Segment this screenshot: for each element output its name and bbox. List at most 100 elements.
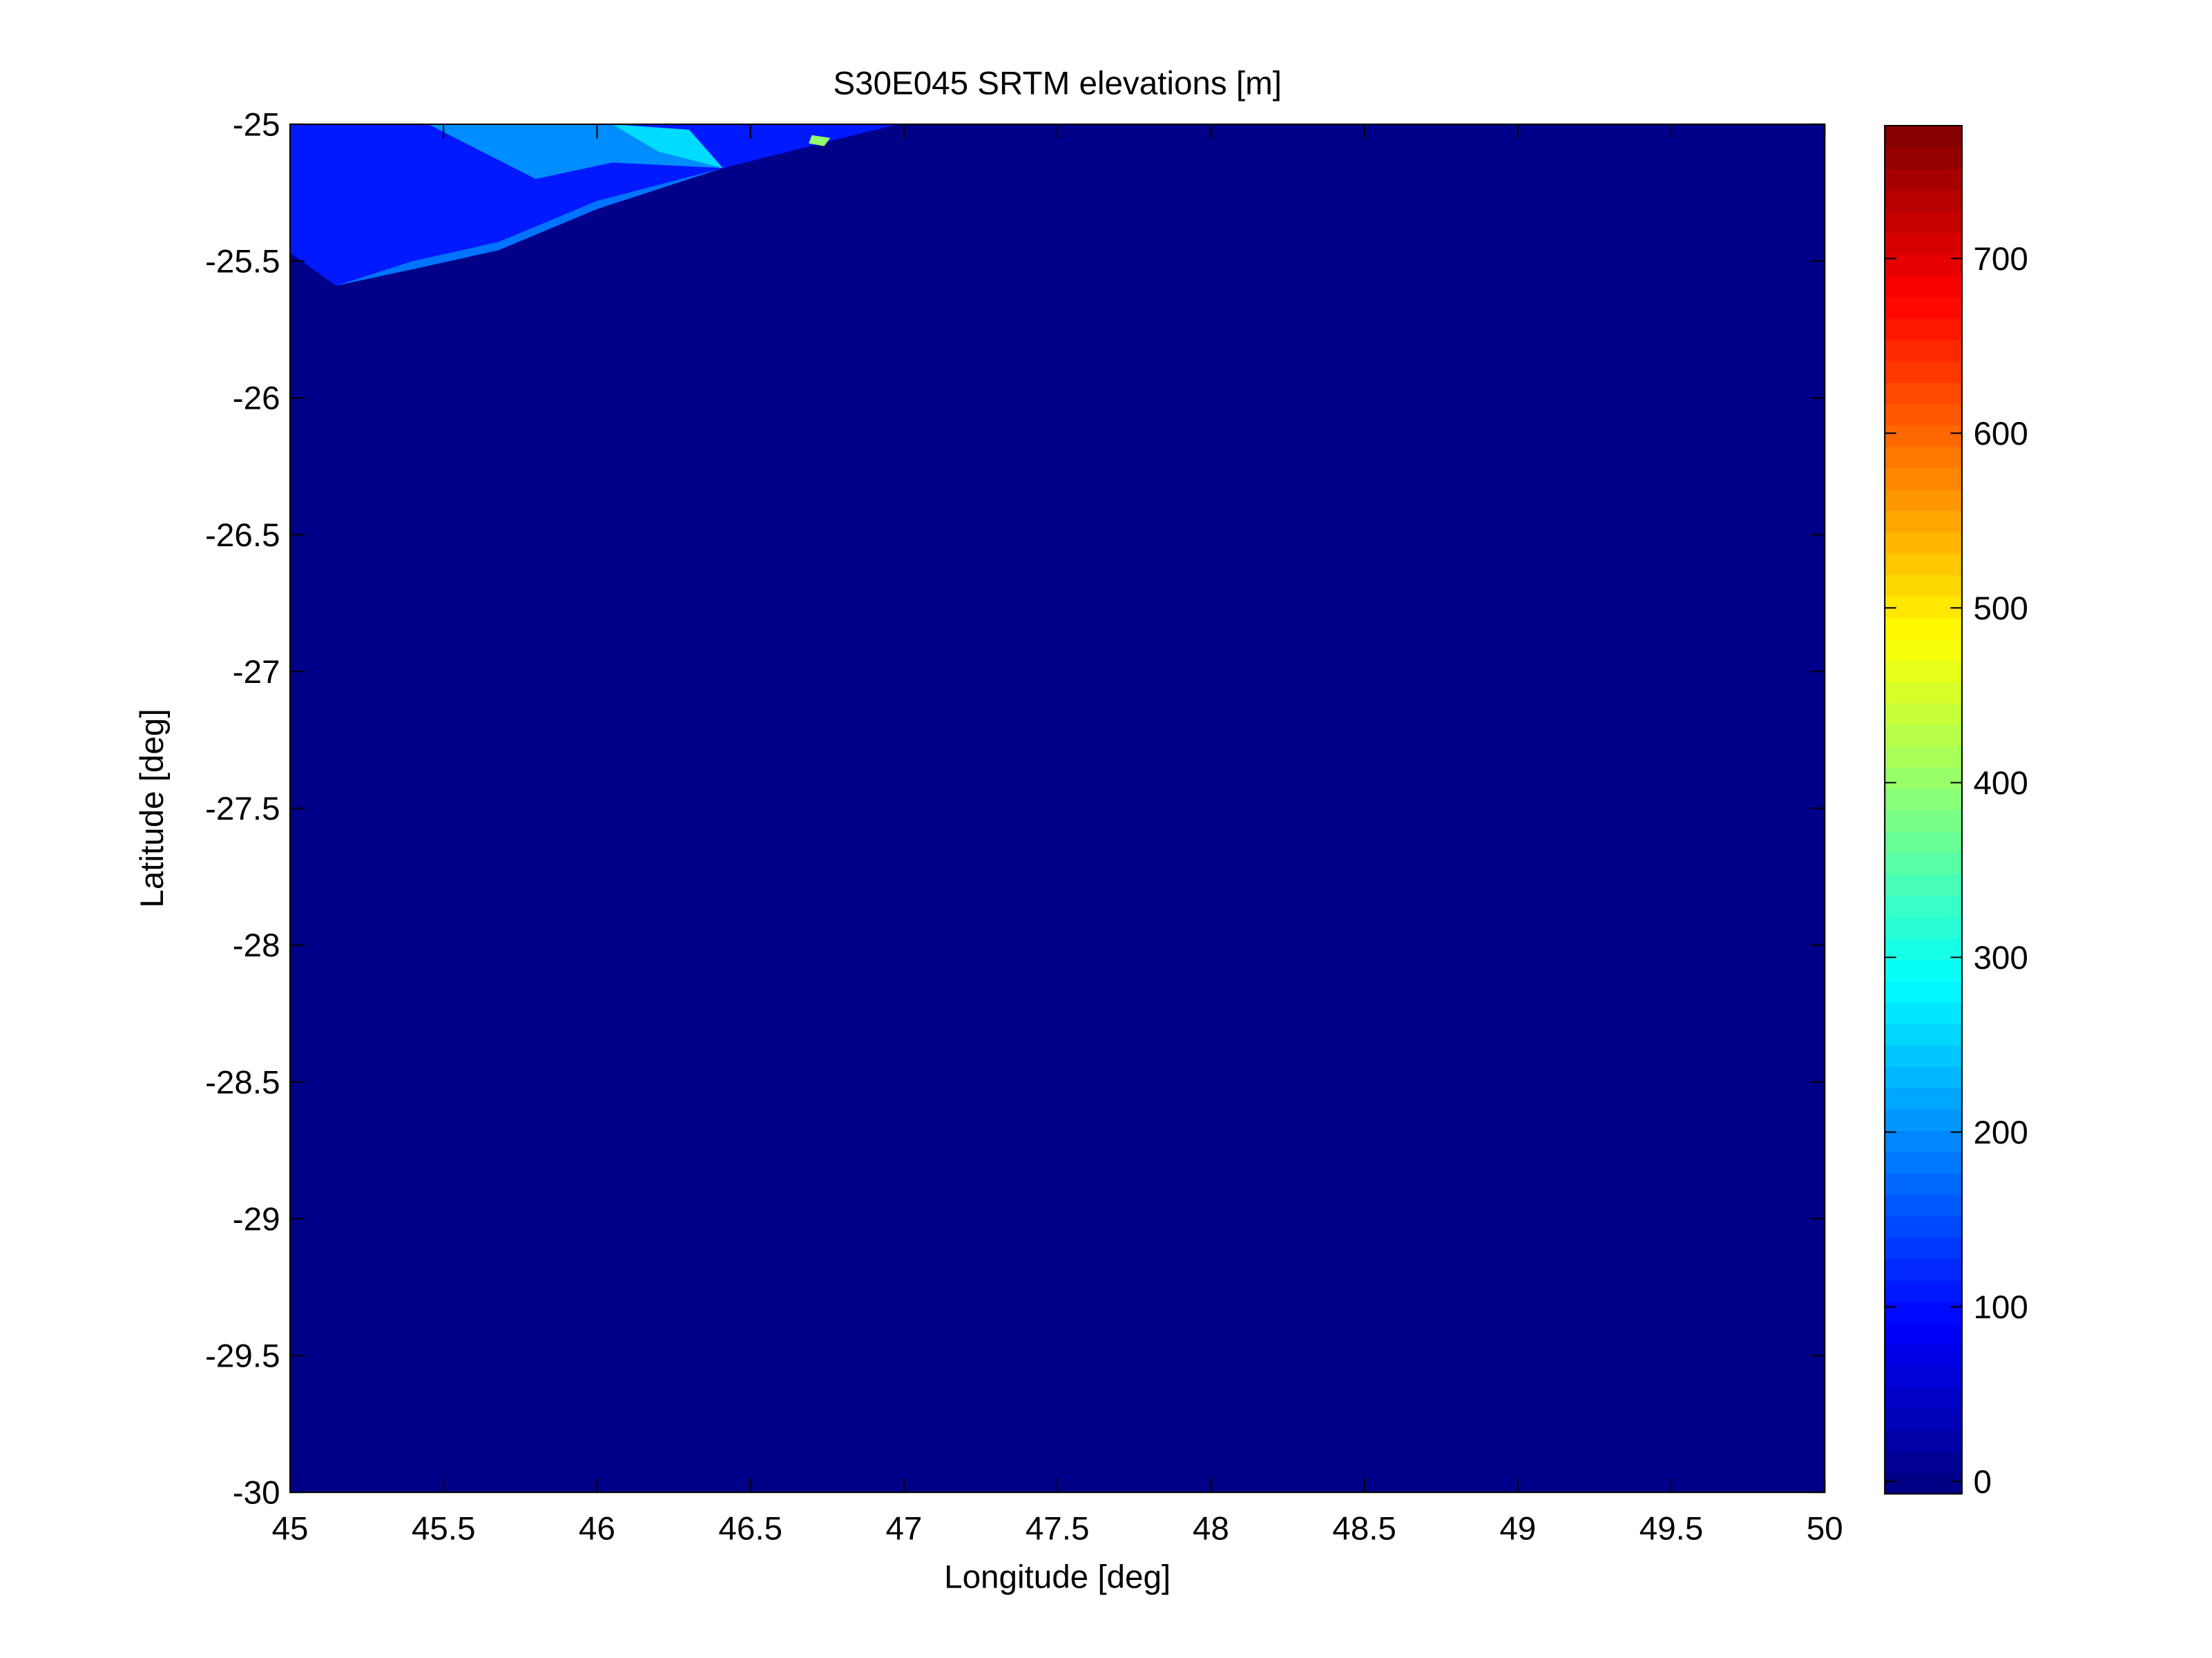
colorbar-segment — [1885, 296, 1962, 319]
colorbar-segment — [1885, 895, 1962, 918]
x-tick-label: 45.5 — [412, 1510, 476, 1547]
colorbar-segment — [1885, 1088, 1962, 1110]
colorbar-segment — [1885, 1472, 1962, 1495]
colorbar-segment — [1885, 1023, 1962, 1046]
x-tick-label: 46.5 — [718, 1510, 782, 1547]
colorbar-segment — [1885, 702, 1962, 725]
colorbar-segment — [1885, 253, 1962, 276]
colorbar-segment — [1885, 1280, 1962, 1302]
colorbar-segment — [1885, 489, 1962, 512]
x-tick-label: 48.5 — [1332, 1510, 1396, 1547]
colorbar-segment — [1885, 1002, 1962, 1025]
colorbar-segment — [1885, 1301, 1962, 1324]
x-tick-label: 49.5 — [1639, 1510, 1704, 1547]
colorbar-tick-label: 100 — [1973, 1289, 2028, 1326]
colorbar-segment — [1885, 382, 1962, 405]
colorbar-tick-label: 400 — [1973, 765, 2028, 802]
colorbar-segment — [1885, 1066, 1962, 1089]
elevation-region — [809, 135, 831, 146]
elevation-region — [428, 124, 723, 180]
colorbar-segment — [1885, 1173, 1962, 1195]
colorbar-segment — [1885, 318, 1962, 340]
colorbar-segment — [1885, 1237, 1962, 1260]
y-tick-label: -26.5 — [205, 517, 280, 554]
x-tick-label: 47.5 — [1026, 1510, 1090, 1547]
colorbar-segment — [1885, 575, 1962, 597]
colorbar-segment — [1885, 146, 1962, 169]
colorbar-segment — [1885, 1108, 1962, 1131]
y-tick-label: -27 — [233, 654, 280, 691]
chart-title: S30E045 SRTM elevations [m] — [833, 66, 1282, 102]
colorbar-segment — [1885, 1215, 1962, 1238]
colorbar-segment — [1885, 275, 1962, 298]
colorbar-segment — [1885, 1365, 1962, 1388]
colorbar-segment — [1885, 874, 1962, 896]
colorbar-segment — [1885, 1130, 1962, 1153]
colorbar-segment — [1885, 831, 1962, 854]
colorbar-tick-label: 300 — [1973, 940, 2028, 976]
colorbar-tick-label: 0 — [1973, 1464, 1991, 1501]
colorbar-segment — [1885, 1387, 1962, 1409]
colorbar-segment — [1885, 1408, 1962, 1431]
colorbar-segment — [1885, 788, 1962, 811]
colorbar-segment — [1885, 767, 1962, 789]
colorbar-segment — [1885, 510, 1962, 533]
colorbar-segment — [1885, 339, 1962, 362]
y-tick-label: -30 — [233, 1475, 280, 1512]
colorbar-segment — [1885, 981, 1962, 1003]
colorbar-segment — [1885, 446, 1962, 469]
x-axis-label: Longitude [deg] — [944, 1559, 1171, 1596]
colorbar-segment — [1885, 532, 1962, 555]
x-tick-label: 46 — [579, 1510, 615, 1547]
colorbar-segment — [1885, 659, 1962, 682]
colorbar-segment — [1885, 189, 1962, 212]
colorbar-segment — [1885, 467, 1962, 490]
y-tick-label: -25 — [233, 106, 280, 143]
y-axis-label: Latitude [deg] — [134, 708, 171, 907]
x-tick-label: 49 — [1499, 1510, 1536, 1547]
colorbar-segment — [1885, 681, 1962, 704]
colorbar-segment — [1885, 360, 1962, 383]
colorbar-segment — [1885, 1322, 1962, 1345]
colorbar-segment — [1885, 1258, 1962, 1281]
colorbar-segment — [1885, 1151, 1962, 1174]
colorbar-segment — [1885, 211, 1962, 233]
colorbar-tick-label: 600 — [1973, 416, 2028, 452]
colorbar-tick-label: 200 — [1973, 1115, 2028, 1151]
colorbar-segment — [1885, 745, 1962, 768]
colorbar-segment — [1885, 938, 1962, 961]
colorbar-segment — [1885, 852, 1962, 875]
colorbar-segment — [1885, 959, 1962, 982]
colorbar-segment — [1885, 1344, 1962, 1367]
y-tick-label: -27.5 — [205, 791, 280, 827]
colorbar-segment — [1885, 638, 1962, 661]
colorbar-segment — [1885, 724, 1962, 746]
colorbar-segment — [1885, 809, 1962, 832]
colorbar-segment — [1885, 617, 1962, 639]
colorbar-segment — [1885, 232, 1962, 255]
colorbar-frame — [1884, 124, 1963, 1495]
elevation-region — [612, 124, 723, 168]
colorbar-segment — [1885, 403, 1962, 426]
y-tick-label: -25.5 — [205, 244, 280, 280]
colorbar-segment — [1885, 553, 1962, 576]
colorbar-segment — [1885, 1045, 1962, 1068]
colorbar-tick-label: 700 — [1973, 241, 2028, 278]
x-tick-label: 48 — [1193, 1510, 1229, 1547]
colorbar-segment — [1885, 125, 1962, 148]
colorbar-segment — [1885, 916, 1962, 939]
y-tick-label: -29.5 — [205, 1338, 280, 1375]
colorbar-segment — [1885, 596, 1962, 619]
x-tick-label: 45 — [272, 1510, 309, 1547]
colorbar-segment — [1885, 425, 1962, 447]
elevation-region — [336, 168, 723, 286]
sea-background — [290, 124, 1825, 1493]
y-tick-label: -28 — [233, 927, 280, 964]
colorbar-tick-label: 500 — [1973, 590, 2028, 627]
x-tick-label: 50 — [1807, 1510, 1843, 1547]
colorbar-segment — [1885, 1429, 1962, 1452]
x-tick-label: 47 — [885, 1510, 922, 1547]
y-tick-label: -26 — [233, 380, 280, 417]
colorbar-segment — [1885, 168, 1962, 191]
